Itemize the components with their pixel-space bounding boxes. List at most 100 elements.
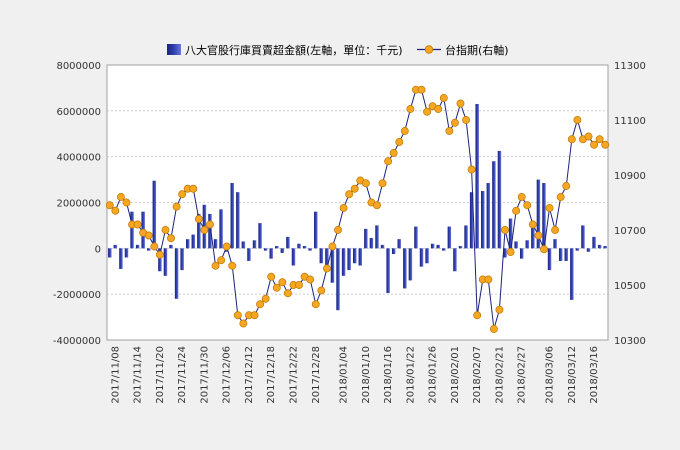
line-point [567,135,576,144]
bar-series [108,103,607,311]
line-point [434,105,443,113]
bar [447,226,452,249]
line-point [378,179,387,188]
bar [147,248,151,251]
bar [291,248,296,266]
x-tick-label: 2018/01/26 [428,346,439,404]
right-tick-label: 11300 [614,61,646,72]
bar [119,248,123,269]
line-point [256,300,265,309]
line-point [400,127,409,135]
bar [347,248,351,271]
bar [391,248,396,255]
line-point [590,140,599,149]
line-point [584,132,593,141]
bar [130,211,134,249]
line-point [534,231,543,240]
line-point [540,245,548,254]
line-point [501,226,509,234]
bar [197,213,201,249]
bar [364,228,368,249]
bar [208,213,212,249]
bar [180,248,184,271]
bar [236,192,240,249]
bar [319,248,324,264]
line-series [105,85,610,333]
x-tick-label: 2018/02/27 [517,346,528,404]
line-point [545,204,554,212]
line-point [311,300,320,309]
line-point [317,286,326,295]
bar [436,244,440,249]
bar [397,239,401,249]
line-point [167,234,175,243]
bar [314,211,318,249]
bar [503,248,507,258]
line-point [194,215,203,223]
bar [475,103,479,249]
bar [158,248,162,272]
line-point [250,311,259,320]
bar [325,248,329,272]
line-point [528,220,537,229]
line-point [267,272,276,281]
bar [453,248,457,272]
line-point [495,305,504,314]
bar [113,244,118,249]
line-point [373,201,381,210]
x-tick-label: 2018/02/07 [472,346,483,404]
line-point [506,248,515,256]
line-point [189,184,198,193]
x-tick-label: 2017/11/30 [199,346,210,404]
line-point [283,289,292,298]
line-point [122,198,131,207]
bar [481,191,485,249]
line-point [272,283,281,292]
bar [581,225,585,249]
bar [163,248,168,276]
line-point [473,311,482,320]
line-point [489,325,498,333]
bar [269,248,273,259]
line-point [562,182,571,190]
line-point [595,135,604,144]
x-tick-label: 2017/12/06 [222,346,233,404]
bar [542,183,546,249]
line-point [423,107,432,116]
left-tick-label: 4000000 [56,153,101,164]
line-point [150,242,159,251]
bar [375,225,379,249]
x-tick-label: 2018/01/10 [361,346,372,404]
right-tick-label: 10300 [614,336,646,347]
line-point [551,226,560,234]
right-tick-label: 10500 [614,281,646,292]
line-point [161,226,170,234]
line-point [517,193,526,201]
line-point [217,256,226,265]
bar [263,248,268,251]
line-point [389,149,398,157]
x-tick-label: 2017/12/28 [311,346,322,404]
bar [135,244,140,249]
x-tick-label: 2017/12/22 [288,346,299,404]
bar [536,179,541,249]
legend-line-marker [424,45,434,54]
line-point [278,278,287,287]
bar [275,246,279,249]
bar [486,183,491,249]
line-point [523,201,532,210]
x-tick-label: 2017/11/08 [110,346,121,404]
bar [547,248,552,271]
bar [286,236,290,249]
line-point [462,116,470,124]
bar [358,248,363,266]
bar [525,240,530,249]
bar [419,248,424,267]
line-point [445,127,454,135]
bar [280,248,285,253]
x-tick-label: 2017/12/18 [266,346,277,404]
left-tick-label: 2000000 [56,199,101,210]
bar [219,209,223,249]
bar [352,248,357,264]
bar [403,248,407,289]
